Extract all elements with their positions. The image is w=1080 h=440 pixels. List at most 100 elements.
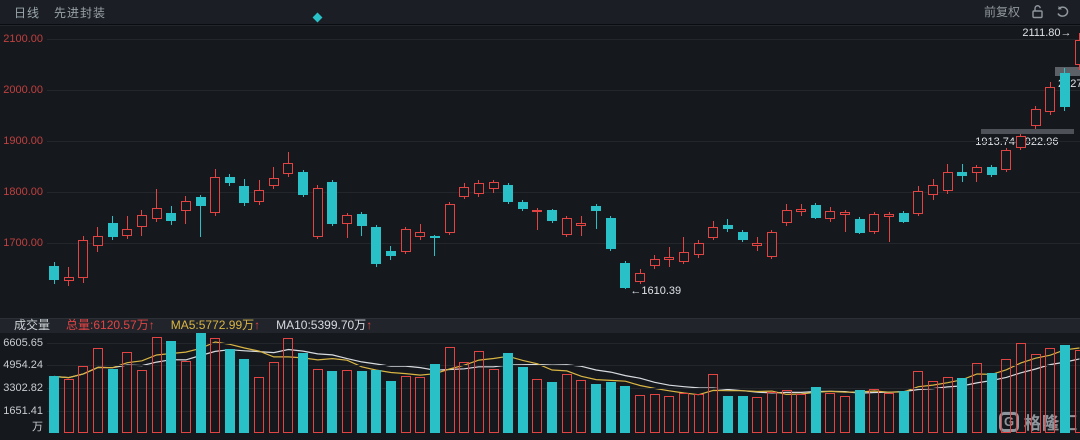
- volume-bar: [180, 361, 191, 433]
- volume-bar: [166, 340, 177, 433]
- volume-bar: [1030, 354, 1041, 433]
- volume-bar: [107, 368, 118, 433]
- volume-bar: [503, 352, 514, 433]
- chart-title-group: 日线 先进封装: [14, 4, 106, 21]
- volume-bar: [327, 370, 338, 433]
- period-selector[interactable]: 日线: [14, 6, 41, 20]
- price-axis-label: 2100.00: [3, 33, 43, 45]
- last-price-tag: [1055, 67, 1080, 76]
- volume-bar: [371, 370, 382, 433]
- low-price-annotation: ←1610.39: [630, 284, 682, 297]
- volume-bar: [136, 369, 147, 433]
- volume-pane-label: 成交量: [14, 318, 51, 332]
- volume-bar: [620, 385, 631, 433]
- volume-bar: [649, 394, 660, 433]
- volume-bar: [400, 376, 411, 433]
- pane-divider[interactable]: [0, 318, 1080, 333]
- price-axis-label: 1700.00: [3, 237, 43, 249]
- volume-bar: [195, 332, 206, 433]
- volume-bar: [342, 369, 352, 433]
- volume-bar: [298, 353, 309, 433]
- volume-gridline: [47, 343, 1080, 344]
- volume-gridline: [47, 410, 1080, 412]
- volume-bar: [1001, 358, 1012, 433]
- volume-header: 成交量 总量:6120.57万↑ MA5:5772.99万↑ MA10:5399…: [14, 319, 372, 332]
- volume-bar: [122, 351, 133, 433]
- volume-bar: [884, 393, 895, 433]
- volume-bar: [385, 380, 396, 433]
- volume-bar: [49, 376, 59, 433]
- volume-bar: [547, 381, 558, 433]
- volume-gridline: [47, 365, 1080, 367]
- volume-bar: [664, 396, 675, 433]
- volume-bar: [840, 396, 851, 433]
- instrument-title: 先进封装: [54, 6, 107, 20]
- volume-bar: [986, 372, 997, 433]
- price-pane[interactable]: [0, 25, 1080, 319]
- volume-bar: [678, 393, 689, 433]
- volume-bar: [1059, 345, 1070, 433]
- volume-bar: [869, 388, 880, 433]
- volume-bar: [928, 381, 938, 433]
- gelonghui-logo-icon: G: [999, 411, 1019, 432]
- volume-bar: [766, 392, 777, 433]
- volume-bar: [722, 395, 733, 433]
- volume-bar: [459, 362, 470, 433]
- volume-ma10: MA10:5399.70万↑: [276, 318, 373, 332]
- price-gridline: [47, 192, 1080, 193]
- price-axis-label: 2000.00: [3, 84, 43, 96]
- volume-bar: [1015, 342, 1026, 433]
- volume-bar: [210, 337, 221, 433]
- volume-bar: [635, 395, 645, 433]
- volume-bar: [312, 369, 323, 433]
- volume-axis-label: 3302.82: [3, 382, 43, 394]
- volume-bar: [1074, 349, 1080, 433]
- volume-bar: [488, 369, 499, 433]
- volume-total: 总量:6120.57万↑: [66, 318, 155, 332]
- volume-bar: [517, 367, 528, 433]
- volume-axis-label: 4954.24: [3, 359, 43, 372]
- volume-bar: [781, 390, 792, 433]
- volume-bar: [151, 337, 162, 433]
- volume-bar: [605, 382, 616, 433]
- volume-bar: [1045, 347, 1056, 433]
- volume-bar: [224, 348, 235, 433]
- volume-bar: [561, 373, 572, 433]
- volume-bar: [415, 377, 426, 433]
- unlock-icon[interactable]: [1030, 4, 1045, 19]
- volume-bar: [78, 366, 89, 433]
- volume-bar: [796, 393, 807, 433]
- volume-bar: [913, 370, 924, 433]
- volume-bar: [576, 379, 587, 433]
- volume-bar: [268, 361, 279, 433]
- volume-bar: [444, 346, 455, 433]
- up-arrow-icon: ↑: [254, 318, 261, 332]
- volume-bar: [708, 374, 719, 433]
- price-axis-label: 1800.00: [3, 186, 43, 198]
- volume-bar: [283, 338, 294, 433]
- volume-bar: [942, 377, 953, 433]
- volume-bar: [63, 378, 74, 433]
- volume-bar: [356, 371, 367, 433]
- volume-bar: [971, 362, 982, 433]
- volume-bar: [825, 392, 836, 433]
- volume-bar: [752, 397, 763, 433]
- adjust-mode-selector[interactable]: 前复权: [983, 5, 1020, 19]
- price-gridline: [47, 39, 1080, 40]
- volume-bar: [854, 389, 865, 433]
- volume-axis-label: 6605.65: [3, 337, 43, 349]
- gap-zone-band: [981, 129, 1074, 134]
- volume-bar: [737, 396, 748, 433]
- volume-axis-label: 1651.41: [3, 404, 43, 417]
- price-gridline: [47, 141, 1080, 142]
- volume-bar: [473, 350, 484, 433]
- volume-bar: [532, 378, 543, 433]
- volume-bar: [898, 391, 909, 433]
- volume-axis-unit: 万: [32, 421, 43, 433]
- volume-bar: [591, 384, 602, 433]
- up-arrow-icon: ↑: [148, 318, 155, 332]
- undo-refresh-icon[interactable]: [1055, 4, 1070, 19]
- volume-bar: [92, 347, 103, 433]
- up-arrow-icon: ↑: [366, 318, 373, 332]
